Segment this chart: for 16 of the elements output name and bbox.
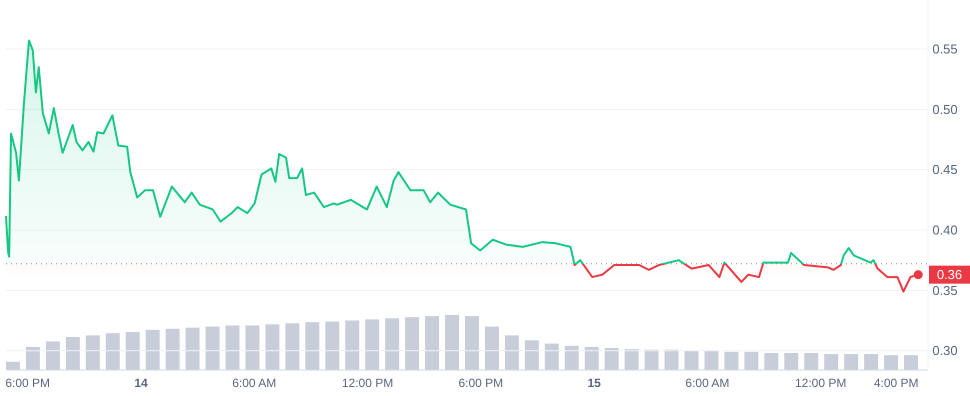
x-tick-label: 4:00 PM: [874, 376, 919, 390]
y-tick-label: 0.55: [932, 42, 958, 57]
x-tick-label: 6:00 AM: [685, 376, 730, 390]
x-tick-label: 15: [587, 376, 602, 390]
x-tick-label: 12:00 PM: [795, 376, 846, 390]
x-tick-label: 14: [134, 376, 148, 390]
x-tick-label: 6:00 PM: [458, 376, 504, 390]
y-tick-label: 0.30: [932, 343, 958, 358]
y-tick-label: 0.50: [932, 102, 958, 117]
y-tick-label: 0.35: [932, 282, 958, 298]
x-tick-label: 6:00 PM: [5, 376, 50, 390]
annotation: 0.36: [936, 267, 962, 282]
x-tick-label: 12:00 PM: [342, 376, 394, 390]
x-tick-label: 6:00 AM: [232, 376, 276, 390]
y-tick-label: 0.45: [932, 162, 958, 178]
y-tick-label: 0.40: [932, 222, 958, 238]
